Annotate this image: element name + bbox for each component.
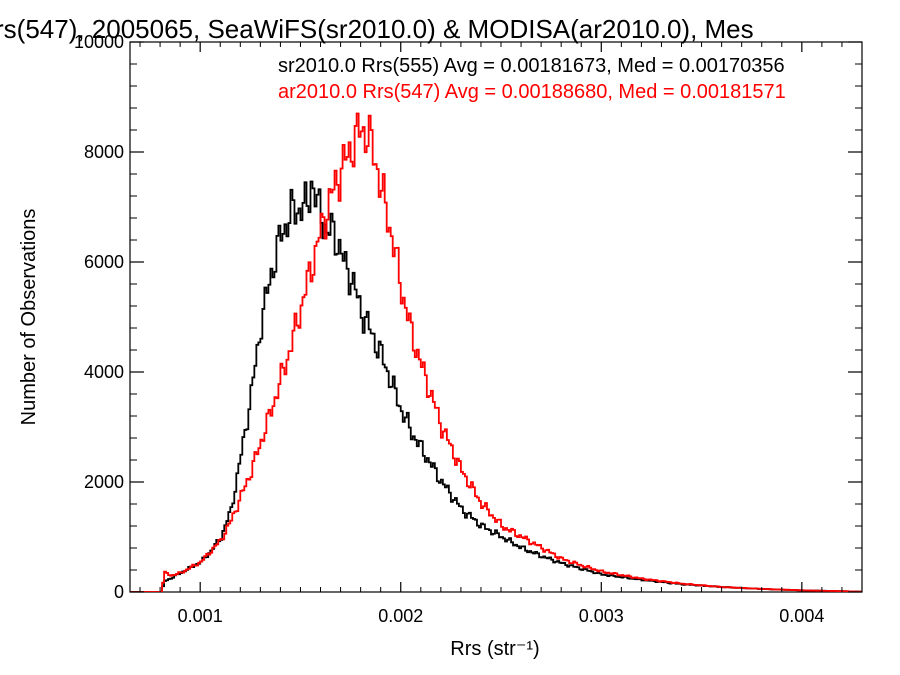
ticks-group: 0.001 0.002 0.003 0.004 0 2000 4000 6000 8000 100… <box>74 32 863 626</box>
y-tick-label: 8000 <box>84 142 124 162</box>
x-tick-label: 0.002 <box>378 606 423 626</box>
x-axis-label: Rrs (str⁻¹) <box>450 638 539 660</box>
chart-title: rs(547), 2005065, SeaWiFS(sr2010.0) & MO… <box>0 14 754 44</box>
y-tick-label: 0 <box>114 582 124 602</box>
y-tick-label: 10000 <box>74 32 124 52</box>
x-tick-label: 0.004 <box>779 606 824 626</box>
legend-entry-1: ar2010.0 Rrs(547) Avg = 0.00188680, Med … <box>278 81 786 103</box>
y-tick-label: 4000 <box>84 362 124 382</box>
y-tick-label: 2000 <box>84 472 124 492</box>
legend-entry-0: sr2010.0 Rrs(555) Avg = 0.00181673, Med … <box>278 55 785 77</box>
y-axis-label: Number of Observations <box>18 209 40 426</box>
x-tick-label: 0.001 <box>178 606 223 626</box>
legend: sr2010.0 Rrs(555) Avg = 0.00181673, Med … <box>278 55 786 103</box>
y-tick-label: 6000 <box>84 252 124 272</box>
series-line-1 <box>130 112 862 592</box>
plot-frame <box>129 41 863 593</box>
series-group <box>130 112 862 592</box>
plot-border <box>129 41 863 593</box>
series-line-0 <box>130 180 862 592</box>
x-tick-label: 0.003 <box>579 606 624 626</box>
